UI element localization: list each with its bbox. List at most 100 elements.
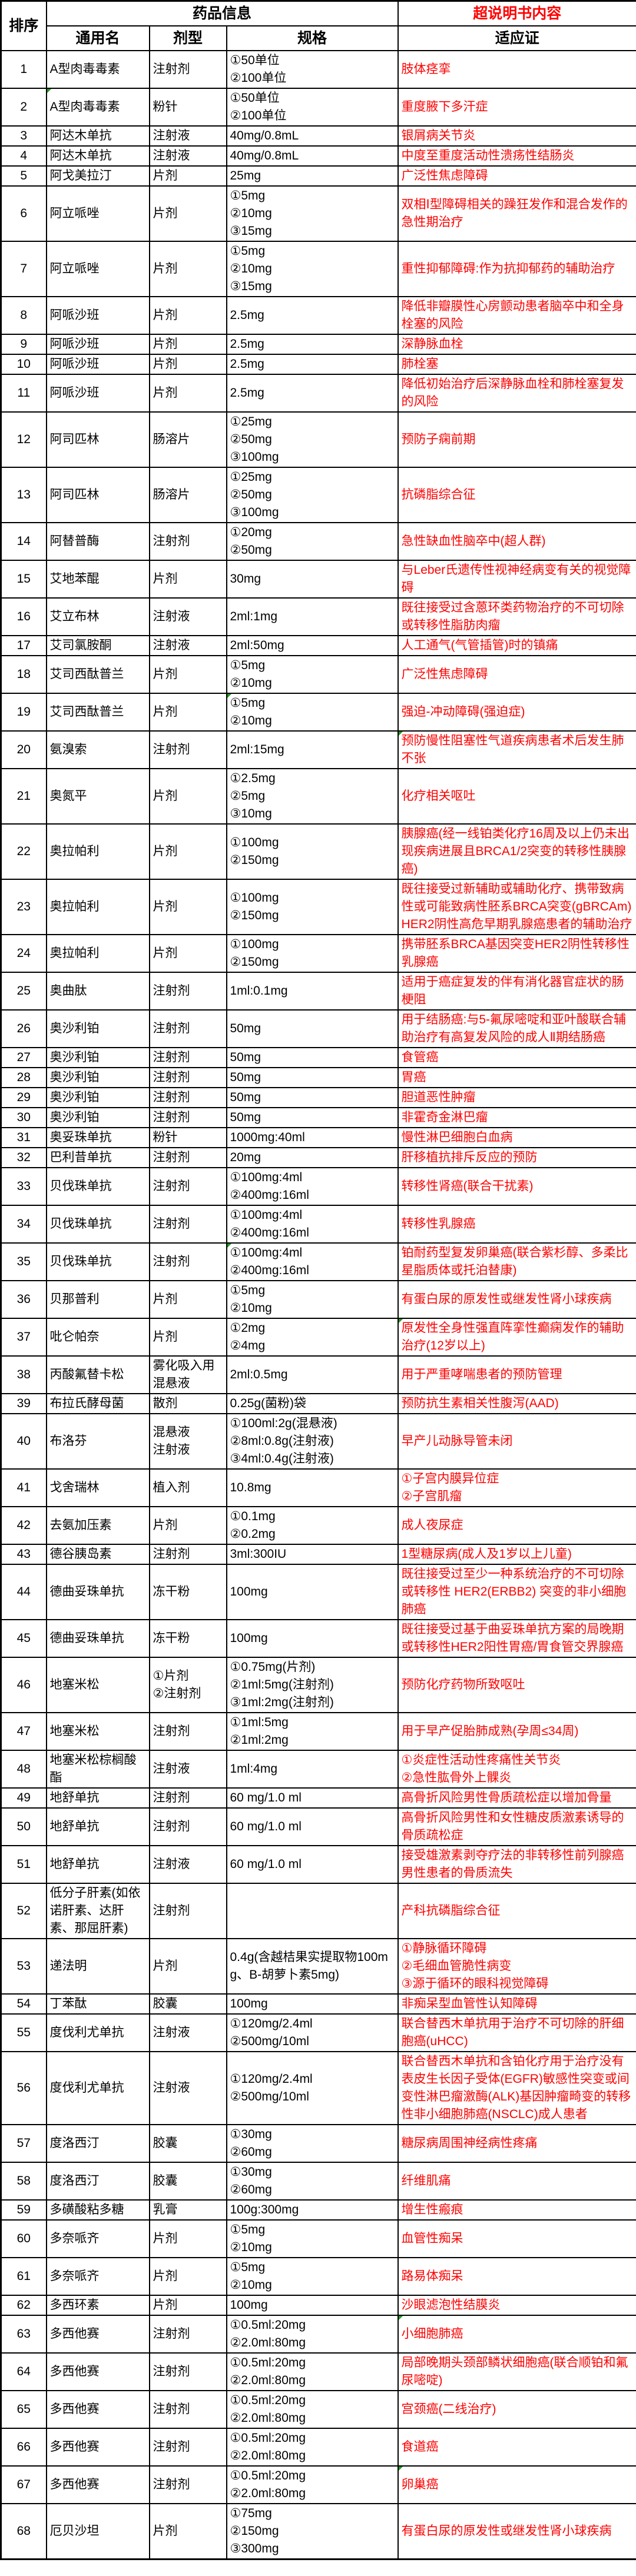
row-generic-name-cell: 奥曲肽 (45, 972, 150, 1011)
row-specification-cell: ①25mg ②50mg ③100mg (226, 467, 399, 523)
row-dosage-form-cell: ①片剂 ②注射剂 (148, 1657, 227, 1713)
row-dosage-form-cell: 冻干粉 (148, 1564, 227, 1620)
row-order-cell: 46 (0, 1657, 47, 1713)
table-row: 45 德曲妥珠单抗 冻干粉 100mg 既往接受过基于曲妥珠单抗方案的局晚期或转… (0, 1619, 636, 1658)
row-dosage-form-cell: 注射剂 (148, 50, 227, 89)
row-specification-cell: 2ml:1mg (226, 597, 399, 636)
row-indication-cell: ①子宫内膜异位症 ②子宫肌瘤 (397, 1468, 636, 1507)
row-specification-cell: ①1ml:5mg ②1ml:2mg (226, 1712, 399, 1751)
row-specification-cell: 2.5mg (226, 334, 399, 355)
row-generic-name-cell: 地舒单抗 (45, 1807, 150, 1846)
row-indication-cell: 用于结肠癌:与5-氟尿嘧啶和亚叶酸联合辅助治疗有高复发风险的成人Ⅱ期结肠癌 (397, 1009, 636, 1048)
header-row-group: 排序 药品信息 超说明书内容 (0, 0, 636, 51)
row-dosage-form-cell: 注射剂 (148, 730, 227, 769)
row-indication-cell: 预防抗生素相关性腹泻(AAD) (397, 1393, 636, 1414)
row-dosage-form-cell: 片剂 (148, 2503, 227, 2560)
row-dosage-form-cell: 注射剂 (148, 1087, 227, 1108)
row-generic-name-cell: 度洛西汀 (45, 2124, 150, 2163)
row-order-cell: 20 (0, 730, 47, 769)
row-dosage-form-cell: 片剂 (148, 334, 227, 355)
row-generic-name-cell: 阿达木单抗 (45, 125, 150, 147)
row-generic-name-cell: 地舒单抗 (45, 1845, 150, 1884)
table-row: 56 度伐利尤单抗 注射液 ①120mg/2.4ml ②500mg/10ml 联… (0, 2051, 636, 2125)
table-row: 32 巴利昔单抗 注射剂 20mg 肝移植抗排斥反应的预防 (0, 1147, 636, 1168)
row-dosage-form-cell: 胶囊 (148, 1993, 227, 2015)
row-generic-name-cell: 艾立布林 (45, 597, 150, 636)
row-specification-cell: ①2mg ②4mg (226, 1318, 399, 1357)
row-generic-name-cell: 贝伐珠单抗 (45, 1242, 150, 1281)
row-indication-cell: 强迫-冲动障碍(强迫症) (397, 693, 636, 732)
row-dosage-form-cell: 胶囊 (148, 2124, 227, 2163)
row-indication-cell: 糖尿病周围神经病性疼痛 (397, 2124, 636, 2163)
row-generic-name-cell: 德曲妥珠单抗 (45, 1564, 150, 1620)
row-indication-cell: 既往接受过含蒽环类药物治疗的不可切除或转移性脂肪肉瘤 (397, 597, 636, 636)
row-order-cell: 37 (0, 1318, 47, 1357)
row-generic-name-cell: 阿司匹林 (45, 411, 150, 468)
row-order-cell: 15 (0, 560, 47, 599)
row-order-cell: 65 (0, 2390, 47, 2429)
table-row: 31 奥妥珠单抗 粉针 1000mg:40ml 慢性淋巴细胞白血病 (0, 1127, 636, 1148)
row-specification-cell: 1ml:4mg (226, 1750, 399, 1789)
table-row: 60 多奈哌齐 片剂 ①5mg ②10mg 血管性痴呆 (0, 2219, 636, 2258)
row-dosage-form-cell: 片剂 (148, 934, 227, 973)
row-generic-name-cell: 阿戈美拉汀 (45, 165, 150, 187)
table-row: 22 奥拉帕利 片剂 ①100mg ②150mg 胰腺癌(经一线铂类化疗16周及… (0, 823, 636, 880)
row-order-cell: 68 (0, 2503, 47, 2560)
table-row: 65 多西他赛 注射剂 ①0.5ml:20mg ②2.0ml:80mg 宫颈癌(… (0, 2390, 636, 2429)
row-indication-cell: 既往接受过新辅助或辅助化疗、携带致病性或可能致病性胚系BRCA突变(gBRCAm… (397, 879, 636, 935)
row-generic-name-cell-with-corner-marker-icon: A型肉毒毒素 (45, 88, 150, 127)
row-generic-name-cell: 阿替普酶 (45, 522, 150, 561)
row-indication-cell: 肺栓塞 (397, 354, 636, 375)
row-dosage-form-cell: 片剂 (148, 2295, 227, 2316)
row-specification-cell: 50mg (226, 1047, 399, 1068)
table-row: 37 吡仑帕奈 片剂 ①2mg ②4mg 原发性全身性强直阵挛性癫痫发作的辅助治… (0, 1318, 636, 1357)
row-indication-cell: 血管性痴呆 (397, 2219, 636, 2258)
row-order-cell: 67 (0, 2465, 47, 2504)
row-generic-name-cell: 戈舍瑞林 (45, 1468, 150, 1507)
row-generic-name-cell: 奥沙利铂 (45, 1067, 150, 1088)
row-dosage-form-cell: 片剂 (148, 241, 227, 297)
row-dosage-form-cell: 冻干粉 (148, 1619, 227, 1658)
row-indication-cell: 铂耐药型复发卵巢癌(联合紫杉醇、多柔比星脂质体或托泊替康) (397, 1242, 636, 1281)
table-row: 39 布拉氏酵母菌 散剂 0.25g(菌粉)袋 预防抗生素相关性腹泻(AAD) (0, 1393, 636, 1414)
row-indication-cell: 用于早产促胎肺成熟(孕周≤34周) (397, 1712, 636, 1751)
table-row: 20 氨溴索 注射剂 2ml:15mg 预防慢性阻塞性气道疾病患者术后发生肺不张 (0, 730, 636, 769)
row-generic-name-cell: 多西他赛 (45, 2352, 150, 2391)
row-indication-cell: 降低非瓣膜性心房颤动患者脑卒中和全身栓塞的风险 (397, 296, 636, 335)
table-row: 66 多西他赛 注射剂 ①0.5ml:20mg ②2.0ml:80mg 食道癌 (0, 2428, 636, 2467)
table-row: 62 多西环素 片剂 100mg 沙眼滤泡性结膜炎 (0, 2295, 636, 2316)
table-row: 52 低分子肝素(如依诺肝素、达肝素、那屈肝素) 注射剂 产科抗磷脂综合征 (0, 1883, 636, 1939)
table-row: 54 丁苯酞 胶囊 100mg 非痴呆型血管性认知障碍 (0, 1993, 636, 2015)
table-row: 48 地塞米松棕榈酸酯 注射液 1ml:4mg ①炎症性活动性疼痛性关节炎 ②急… (0, 1750, 636, 1789)
row-specification-cell: 3ml:300IU (226, 1544, 399, 1565)
row-indication-cell: 食道癌 (397, 2428, 636, 2467)
row-generic-name-cell: 氨溴索 (45, 730, 150, 769)
row-order-cell: 34 (0, 1205, 47, 1244)
table-row: 50 地舒单抗 注射剂 60 mg/1.0 ml 高骨折风险男性和女性糖皮质激素… (0, 1807, 636, 1846)
row-order-cell: 40 (0, 1413, 47, 1470)
row-indication-cell: 广泛性焦虑障碍 (397, 165, 636, 187)
row-generic-name-cell: 奥拉帕利 (45, 879, 150, 935)
table-row: 49 地舒单抗 注射剂 60 mg/1.0 ml 高骨折风险男性骨质疏松症以增加… (0, 1787, 636, 1809)
row-order-cell: 38 (0, 1355, 47, 1394)
row-specification-cell: 0.4g(含越桔果实提取物100mg、B-胡萝卜素5mg) (226, 1938, 399, 1995)
row-specification-cell-with-corner-marker-icon: ①5mg ②10mg (226, 693, 399, 732)
row-order-cell: 32 (0, 1147, 47, 1168)
row-generic-name-cell: 多奈哌齐 (45, 2219, 150, 2258)
row-order-cell: 54 (0, 1993, 47, 2015)
row-indication-cell: 降低初始治疗后深静脉血栓和肺栓塞复发的风险 (397, 374, 636, 413)
row-specification-cell: 40mg/0.8mL (226, 125, 399, 147)
row-dosage-form-cell: 注射剂 (148, 2352, 227, 2391)
row-dosage-form-cell: 注射剂 (148, 2465, 227, 2504)
row-order-cell: 48 (0, 1750, 47, 1789)
row-generic-name-cell: 多西他赛 (45, 2428, 150, 2467)
row-dosage-form-cell: 片剂 (148, 560, 227, 599)
row-indication-cell: 早产儿动脉导管未闭 (397, 1413, 636, 1470)
row-specification-cell: ①5mg ②10mg ③15mg (226, 185, 399, 242)
table-row: 14 阿替普酶 注射剂 ①20mg ②50mg 急性缺血性脑卒中(超人群) (0, 522, 636, 561)
row-generic-name-cell: 巴利昔单抗 (45, 1147, 150, 1168)
header-drug-info: 药品信息 (45, 0, 399, 26)
row-order-cell: 12 (0, 411, 47, 468)
row-order-cell: 19 (0, 693, 47, 732)
row-generic-name-cell: 德曲妥珠单抗 (45, 1619, 150, 1658)
